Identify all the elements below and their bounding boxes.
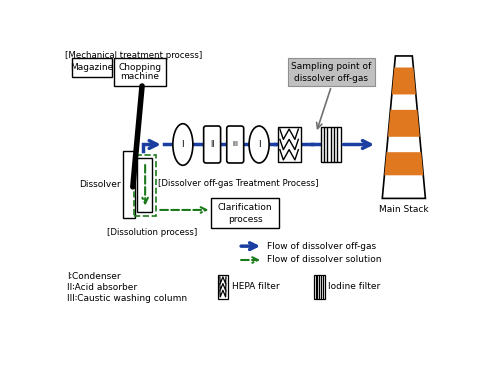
FancyBboxPatch shape bbox=[204, 126, 221, 163]
Ellipse shape bbox=[173, 124, 193, 165]
FancyBboxPatch shape bbox=[123, 151, 135, 218]
Polygon shape bbox=[388, 110, 420, 137]
FancyBboxPatch shape bbox=[277, 127, 300, 162]
Text: [Dissolution process]: [Dissolution process] bbox=[108, 228, 198, 237]
Text: process: process bbox=[228, 215, 263, 224]
Text: dissolver off-gas: dissolver off-gas bbox=[294, 74, 369, 83]
Polygon shape bbox=[382, 56, 425, 198]
Text: I∶Condenser: I∶Condenser bbox=[67, 272, 121, 282]
Text: I: I bbox=[258, 140, 261, 149]
Text: II: II bbox=[210, 140, 215, 149]
Text: Main Stack: Main Stack bbox=[379, 205, 429, 213]
FancyBboxPatch shape bbox=[137, 158, 152, 212]
Polygon shape bbox=[392, 67, 416, 94]
Text: Chopping: Chopping bbox=[118, 63, 161, 72]
Text: III: III bbox=[232, 141, 238, 148]
FancyBboxPatch shape bbox=[321, 127, 341, 162]
FancyBboxPatch shape bbox=[227, 126, 244, 163]
FancyBboxPatch shape bbox=[72, 58, 112, 77]
FancyBboxPatch shape bbox=[114, 58, 166, 86]
Text: Flow of dissolver solution: Flow of dissolver solution bbox=[267, 256, 381, 265]
FancyBboxPatch shape bbox=[217, 275, 228, 299]
FancyBboxPatch shape bbox=[314, 275, 324, 299]
Text: Magazine: Magazine bbox=[71, 63, 114, 72]
Text: II∶Acid absorber: II∶Acid absorber bbox=[67, 283, 137, 292]
FancyBboxPatch shape bbox=[211, 198, 279, 228]
Text: [Mechanical treatment process]: [Mechanical treatment process] bbox=[65, 51, 202, 60]
Text: [Dissolver off-gas Treatment Process]: [Dissolver off-gas Treatment Process] bbox=[158, 179, 319, 188]
Text: Dissolver: Dissolver bbox=[79, 180, 120, 189]
FancyBboxPatch shape bbox=[288, 58, 374, 86]
Text: Sampling point of: Sampling point of bbox=[291, 62, 372, 71]
Text: HEPA filter: HEPA filter bbox=[232, 282, 280, 292]
Text: III∶Caustic washing column: III∶Caustic washing column bbox=[67, 294, 188, 303]
Text: machine: machine bbox=[120, 72, 159, 81]
Text: I: I bbox=[181, 140, 184, 149]
Polygon shape bbox=[384, 152, 423, 175]
Text: Clarification: Clarification bbox=[218, 203, 273, 212]
Text: Iodine filter: Iodine filter bbox=[328, 282, 381, 292]
Ellipse shape bbox=[249, 126, 269, 163]
Text: Flow of dissolver off-gas: Flow of dissolver off-gas bbox=[267, 242, 376, 250]
